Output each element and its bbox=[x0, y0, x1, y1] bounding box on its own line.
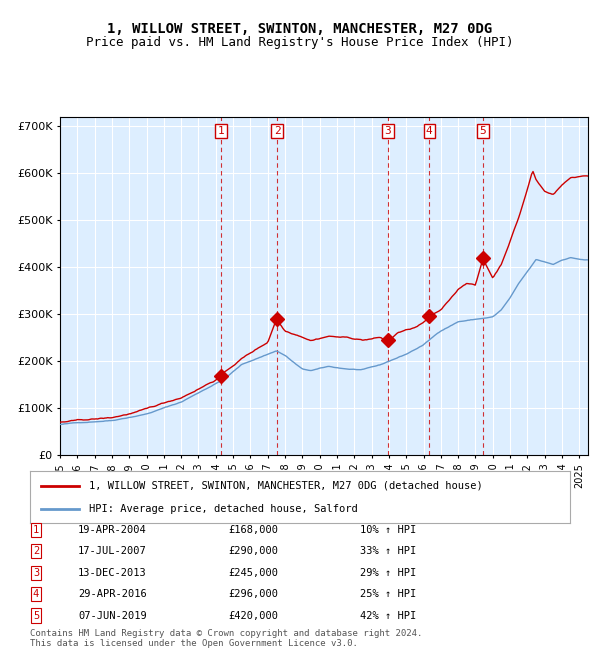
Text: 17-JUL-2007: 17-JUL-2007 bbox=[78, 546, 147, 556]
Text: 13-DEC-2013: 13-DEC-2013 bbox=[78, 567, 147, 578]
Text: 29% ↑ HPI: 29% ↑ HPI bbox=[360, 567, 416, 578]
Text: 42% ↑ HPI: 42% ↑ HPI bbox=[360, 610, 416, 621]
Text: Price paid vs. HM Land Registry's House Price Index (HPI): Price paid vs. HM Land Registry's House … bbox=[86, 36, 514, 49]
Text: 3: 3 bbox=[385, 126, 391, 136]
Text: £420,000: £420,000 bbox=[228, 610, 278, 621]
Text: 25% ↑ HPI: 25% ↑ HPI bbox=[360, 589, 416, 599]
Text: 29-APR-2016: 29-APR-2016 bbox=[78, 589, 147, 599]
Text: £296,000: £296,000 bbox=[228, 589, 278, 599]
Text: This data is licensed under the Open Government Licence v3.0.: This data is licensed under the Open Gov… bbox=[30, 639, 358, 648]
Text: 1: 1 bbox=[218, 126, 224, 136]
Text: 19-APR-2004: 19-APR-2004 bbox=[78, 525, 147, 535]
Text: 2: 2 bbox=[33, 546, 39, 556]
Text: 07-JUN-2019: 07-JUN-2019 bbox=[78, 610, 147, 621]
Text: £245,000: £245,000 bbox=[228, 567, 278, 578]
Text: 1, WILLOW STREET, SWINTON, MANCHESTER, M27 0DG (detached house): 1, WILLOW STREET, SWINTON, MANCHESTER, M… bbox=[89, 481, 483, 491]
Text: 4: 4 bbox=[33, 589, 39, 599]
Text: 1: 1 bbox=[33, 525, 39, 535]
Text: Contains HM Land Registry data © Crown copyright and database right 2024.: Contains HM Land Registry data © Crown c… bbox=[30, 629, 422, 638]
Text: 4: 4 bbox=[426, 126, 433, 136]
Text: 10% ↑ HPI: 10% ↑ HPI bbox=[360, 525, 416, 535]
Text: 2: 2 bbox=[274, 126, 280, 136]
Text: 1, WILLOW STREET, SWINTON, MANCHESTER, M27 0DG: 1, WILLOW STREET, SWINTON, MANCHESTER, M… bbox=[107, 22, 493, 36]
Text: 5: 5 bbox=[479, 126, 486, 136]
Text: £290,000: £290,000 bbox=[228, 546, 278, 556]
Text: HPI: Average price, detached house, Salford: HPI: Average price, detached house, Salf… bbox=[89, 504, 358, 514]
Text: 3: 3 bbox=[33, 567, 39, 578]
Text: 33% ↑ HPI: 33% ↑ HPI bbox=[360, 546, 416, 556]
Text: £168,000: £168,000 bbox=[228, 525, 278, 535]
Text: 5: 5 bbox=[33, 610, 39, 621]
